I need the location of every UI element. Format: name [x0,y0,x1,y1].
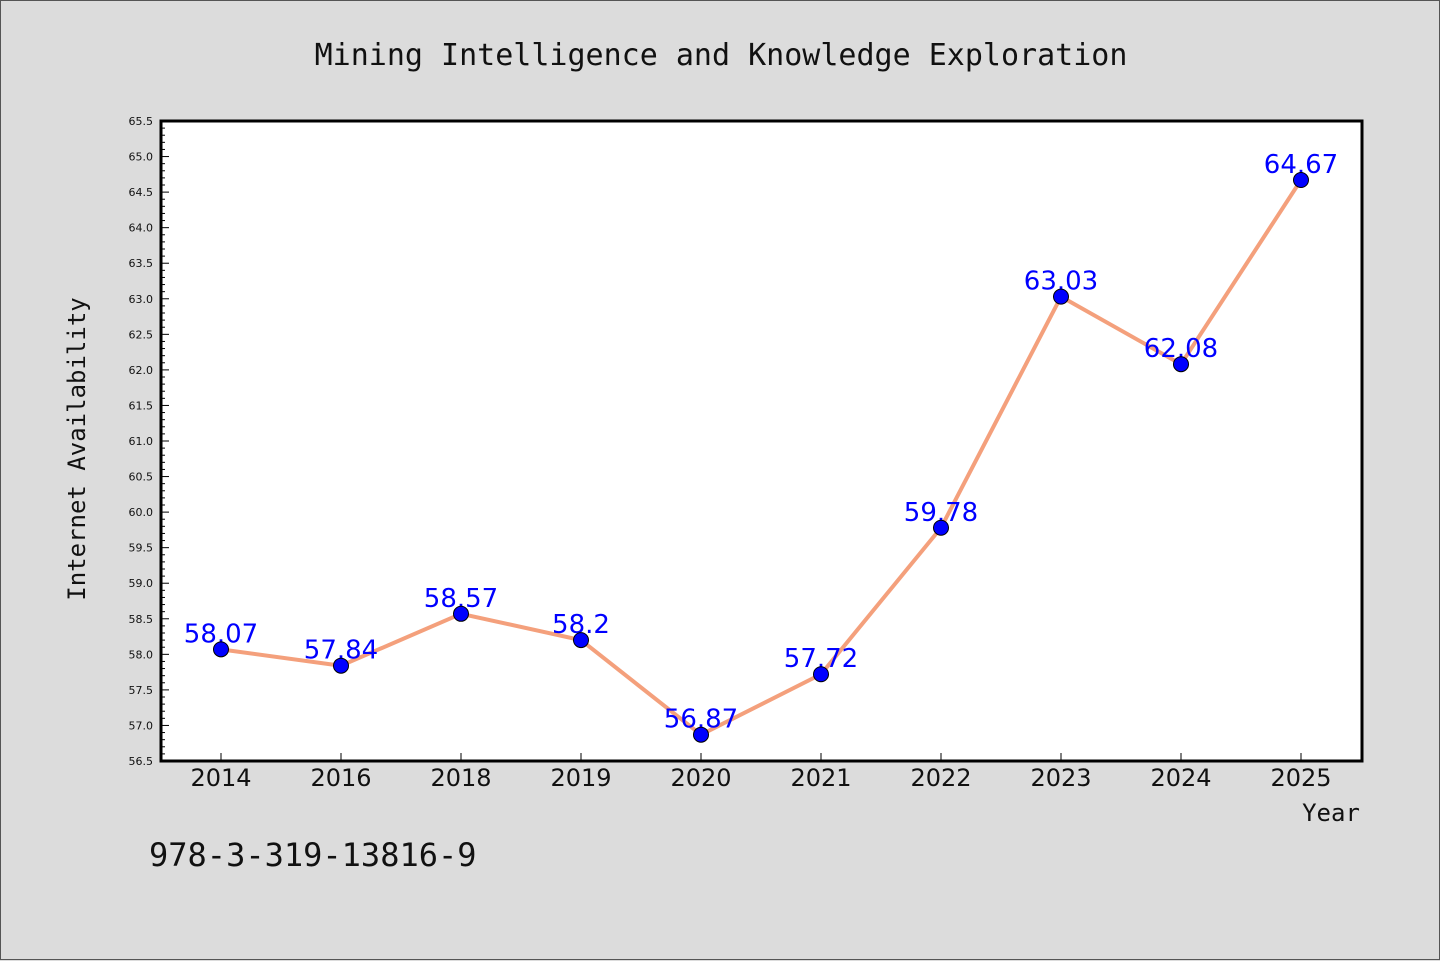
plot-area [159,119,1364,763]
y-tick-label: 57.5 [129,684,154,697]
x-tick-label: 2018 [430,764,491,792]
y-tick-label: 60.0 [129,506,154,519]
data-point [813,666,829,683]
x-tick-label: 2022 [910,764,971,792]
data-point [453,605,469,622]
x-tick-label: 2014 [190,764,251,792]
footer-text: 978-3-319-13816-9 [149,836,477,874]
x-axis: 2014 2016 2018 2019 2020 2021 2022 2023 2024 2025 [190,753,1332,792]
data-point [693,726,709,743]
y-tick-label: 57.0 [129,719,154,732]
y-tick-label: 58.5 [129,613,154,626]
y-tick-label: 63.5 [129,257,154,270]
x-tick-label: 2016 [310,764,371,792]
y-tick-label: 59.5 [129,542,154,555]
y-tick-label: 62.0 [129,364,154,377]
y-tick-label: 63.0 [129,293,154,306]
x-tick-label: 2019 [550,764,611,792]
y-tick-label: 64.5 [129,186,154,199]
data-point [933,519,949,536]
y-tick-label: 62.5 [129,328,154,341]
series-line [220,178,1303,737]
y-tick-label: 60.5 [129,471,154,484]
y-tick-label: 65.0 [129,151,154,164]
y-tick-label: 56.5 [129,755,154,768]
y-tick-label: 65.5 [129,115,154,128]
data-point [573,632,589,649]
x-tick-label: 2024 [1150,764,1211,792]
data-point [213,641,229,658]
data-point [1293,172,1309,189]
x-tick-label: 2025 [1270,764,1331,792]
y-tick-label: 61.5 [129,399,154,412]
x-tick-label: 2020 [670,764,731,792]
x-tick-label: 2023 [1030,764,1091,792]
y-axis-label: Internet Availability [63,297,91,600]
data-point [1173,356,1189,373]
chart-title: Mining Intelligence and Knowledge Explor… [315,38,1128,73]
series-layer: 58.0757.8458.5758.256.8757.7259.7863.036… [184,150,1338,743]
x-tick-label: 2021 [790,764,851,792]
y-tick-label: 61.0 [129,435,154,448]
x-axis-label: Year [1302,799,1360,827]
y-tick-label: 64.0 [129,222,154,235]
data-point [1053,288,1069,305]
y-tick-label: 59.0 [129,577,154,590]
y-axis: 56.5 57.0 57.5 58.0 58.5 59.0 59.5 60.0 60.5 61.0… [129,115,169,768]
y-tick-label: 58.0 [129,648,154,661]
data-point [333,657,349,674]
